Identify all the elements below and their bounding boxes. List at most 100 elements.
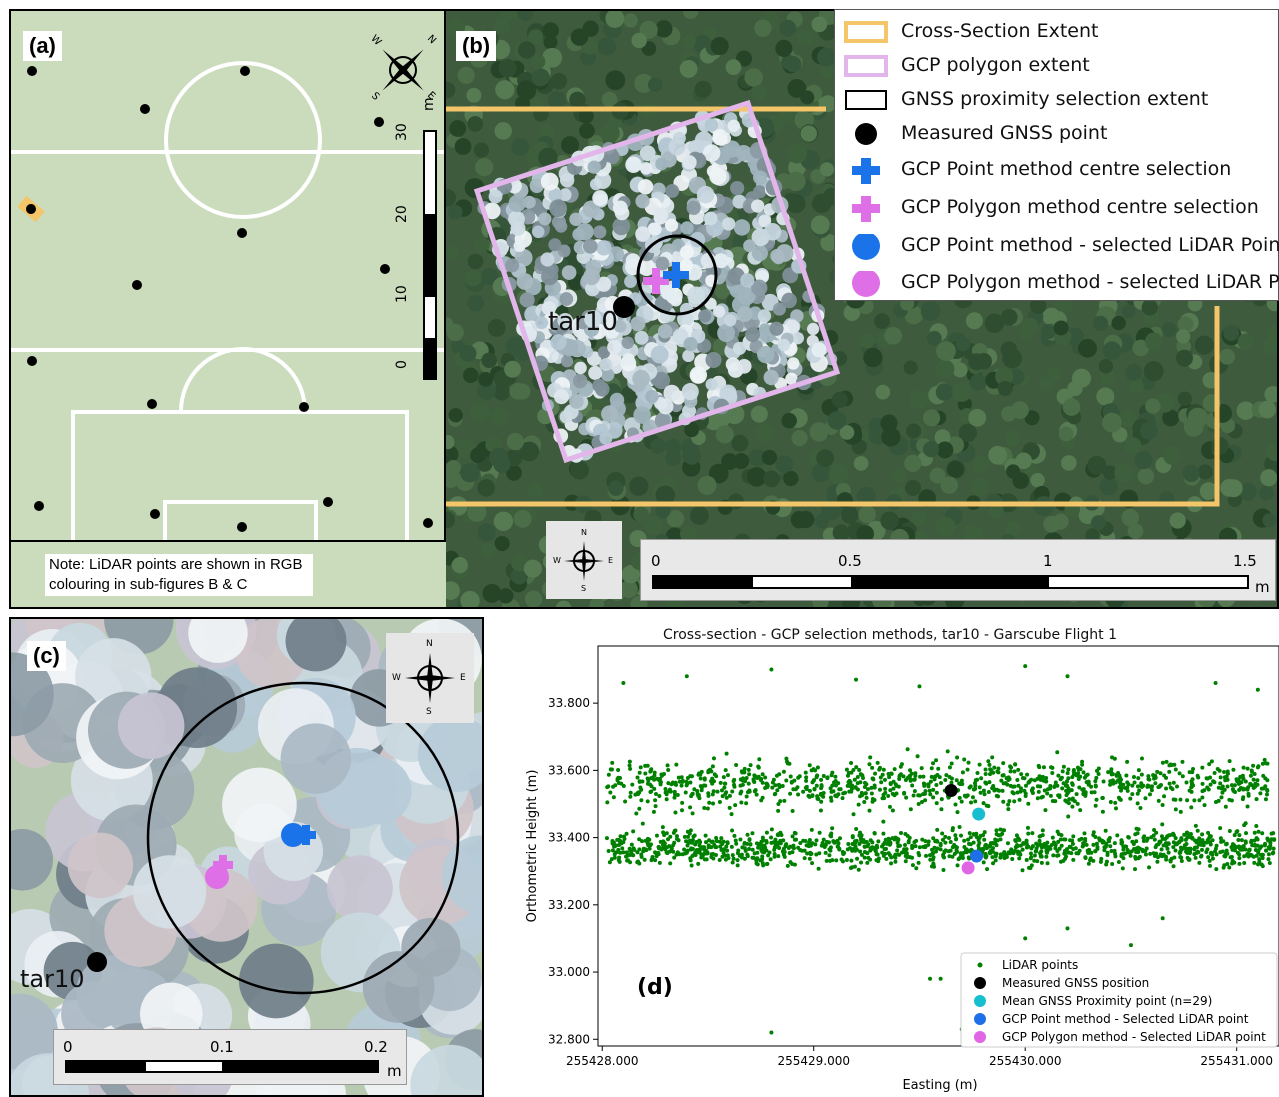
lidar-point: [285, 619, 347, 672]
lidar-point: [819, 777, 824, 782]
lidar-point: [1075, 773, 1080, 778]
lidar-point: [890, 808, 895, 813]
lidar-point: [875, 384, 891, 400]
lidar-point: [757, 309, 772, 323]
lidar-point: [1012, 769, 1017, 774]
lidar-point: [672, 855, 677, 860]
lidar-point: [680, 808, 685, 813]
lidar-point: [938, 976, 943, 981]
lidar-point: [637, 258, 656, 277]
lidar-point: [1237, 856, 1242, 861]
lidar-point: [953, 837, 958, 842]
lidar-point: [733, 453, 750, 470]
lidar-point: [787, 850, 792, 855]
lidar-point: [709, 854, 714, 859]
lidar-point: [1061, 764, 1066, 769]
lidar-point: [909, 390, 929, 410]
lidar-point: [916, 850, 921, 855]
gcp-polygon-centre-cross: [213, 855, 233, 875]
lidar-point: [1038, 851, 1043, 856]
lidar-point: [1260, 856, 1265, 861]
lidar-point: [799, 848, 804, 853]
lidar-point: [1119, 410, 1137, 428]
lidar-point: [856, 867, 861, 872]
lidar-point: [519, 441, 540, 462]
lidar-point: [964, 793, 969, 798]
lidar-point: [1211, 779, 1216, 784]
lidar-point: [724, 844, 729, 849]
lidar-point: [1240, 773, 1245, 778]
lidar-point: [969, 373, 987, 391]
lidar-point: [714, 845, 719, 850]
lidar-point: [908, 807, 913, 812]
lidar-point: [1005, 841, 1010, 846]
lidar-point: [726, 855, 731, 860]
lidar-point: [1071, 847, 1076, 852]
cross-icon: [852, 158, 880, 184]
lidar-point: [1096, 766, 1101, 771]
lidar-point: [1224, 842, 1229, 847]
scale-tick-20: 20: [394, 205, 410, 223]
lidar-point: [548, 188, 563, 203]
lidar-point: [838, 787, 843, 792]
lidar-point: [850, 848, 855, 853]
lidar-point: [1040, 794, 1045, 799]
lidar-point: [769, 667, 774, 672]
lidar-point: [717, 800, 722, 805]
lidar-point: [1153, 773, 1158, 778]
lidar-point: [1039, 845, 1044, 850]
lidar-point: [1128, 853, 1133, 858]
lidar-point: [1066, 789, 1071, 794]
compass-icon: N E S W: [354, 21, 444, 120]
lidar-point: [851, 812, 856, 817]
lidar-point: [636, 790, 641, 795]
lidar-point: [672, 840, 677, 845]
lidar-point: [1252, 843, 1257, 848]
legend-item: GNSS proximity selection extent: [835, 84, 1278, 114]
lidar-point: [530, 54, 546, 70]
lidar-point: [992, 765, 997, 770]
lidar-point: [1176, 840, 1181, 845]
lidar-point: [1014, 844, 1019, 849]
lidar-point: [888, 782, 893, 787]
gnss-points: [27, 66, 433, 532]
lidar-point: [543, 35, 558, 50]
lidar-point: [725, 357, 740, 372]
lidar-point: [1177, 391, 1192, 406]
lidar-point: [928, 792, 933, 797]
lidar-point: [904, 851, 909, 856]
lidar-point: [831, 391, 848, 408]
lidar-point: [1081, 792, 1086, 797]
lidar-point: [1091, 515, 1106, 531]
measured-gnss-point: [87, 952, 107, 972]
lidar-point: [967, 831, 972, 836]
lidar-point: [1059, 843, 1064, 848]
legend-label: GCP Point method - Selected LiDAR point: [1002, 1012, 1249, 1026]
lidar-point: [1066, 801, 1071, 806]
lidar-point: [559, 172, 575, 188]
lidar-point: [1184, 849, 1189, 854]
lidar-point: [833, 778, 838, 783]
lidar-point: [870, 846, 875, 851]
target-label: tar10: [548, 307, 618, 337]
lidar-point: [1116, 795, 1121, 800]
lidar-point: [747, 837, 752, 842]
lidar-point: [751, 245, 768, 262]
lidar-point: [597, 37, 617, 56]
lidar-point: [487, 318, 506, 337]
lidar-point: [1027, 779, 1032, 784]
lidar-point: [665, 450, 682, 466]
penalty-box: [71, 410, 409, 540]
highlight-point: [944, 784, 958, 798]
lidar-point: [1093, 779, 1098, 784]
lidar-point: [854, 827, 859, 832]
lidar-point: [950, 854, 955, 859]
lidar-point: [467, 294, 485, 312]
lidar-point: [1262, 757, 1267, 762]
lidar-point: [763, 775, 768, 780]
lidar-point: [1237, 833, 1242, 838]
rect-outline-icon: [844, 21, 888, 43]
lidar-point: [557, 244, 571, 258]
lidar-point: [446, 445, 459, 464]
lidar-point: [1189, 805, 1194, 810]
